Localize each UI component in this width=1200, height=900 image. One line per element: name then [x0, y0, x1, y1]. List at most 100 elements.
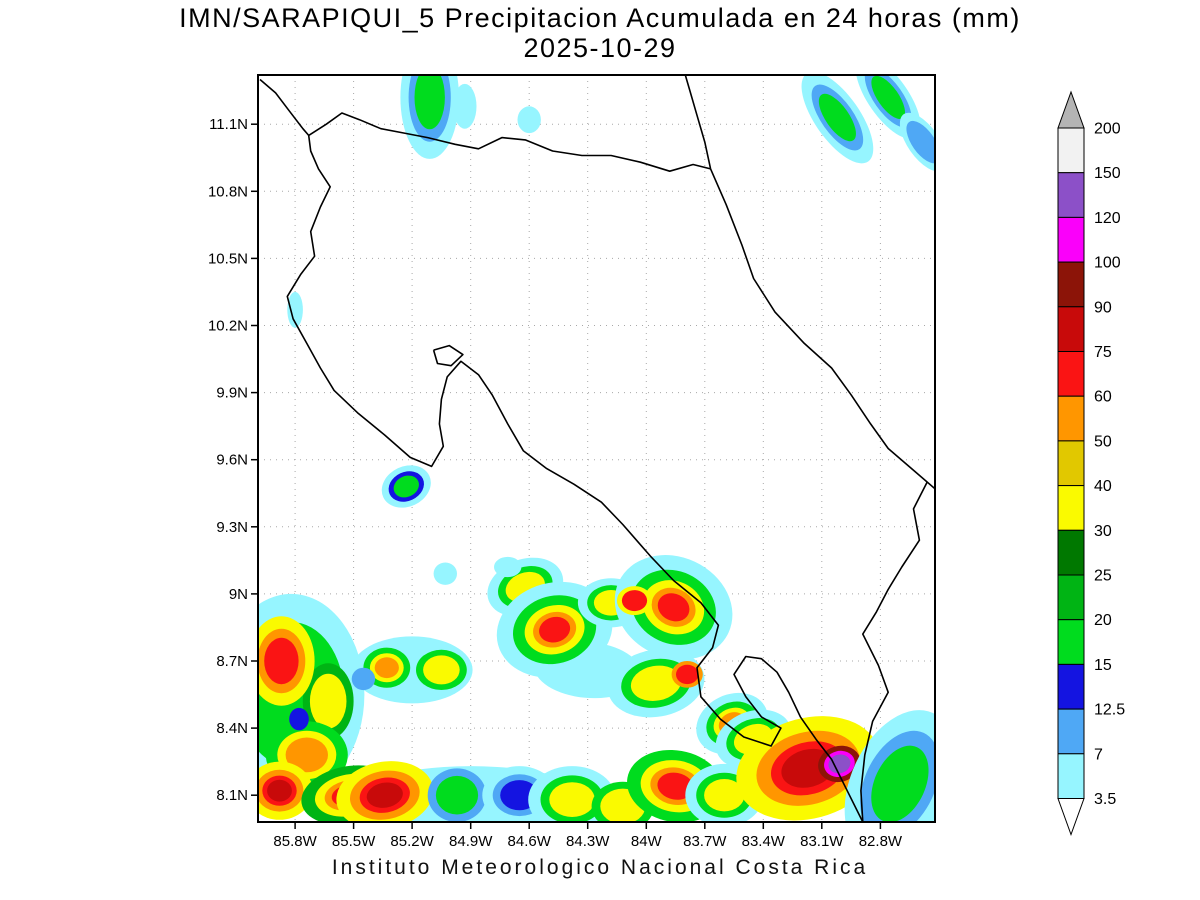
colorbar-label: 12.5 — [1094, 702, 1125, 719]
precip-cell — [414, 75, 445, 130]
coastline-segment — [286, 135, 864, 822]
coastline-segment — [684, 75, 712, 170]
y-tick-label: 8.7N — [216, 653, 248, 670]
colorbar-box — [1057, 753, 1085, 799]
colorbar-box — [1057, 619, 1085, 665]
y-tick-label: 9.6N — [216, 452, 248, 469]
colorbar-box — [1057, 529, 1085, 576]
precip-cell — [267, 779, 292, 802]
precip-cell — [657, 772, 694, 800]
y-tick-label: 10.8N — [208, 183, 248, 200]
x-tick-label: 84.6W — [508, 833, 552, 850]
colorbar-box — [1057, 172, 1085, 218]
colorbar-label: 90 — [1094, 299, 1112, 316]
colorbar-box — [1057, 395, 1085, 442]
colorbar-box — [1057, 261, 1085, 308]
precip-cell — [393, 475, 419, 498]
colorbar-label: 15 — [1094, 657, 1112, 674]
colorbar-box — [1057, 127, 1085, 174]
x-tick-label: 85.2W — [390, 833, 434, 850]
plot-frame — [257, 74, 936, 823]
precip-cell — [828, 754, 851, 774]
precip-cell — [871, 75, 906, 119]
colorbar-label: 75 — [1094, 344, 1112, 361]
axis-labels: 85.8W 85.5W 85.2W 84.9W 84.6W 84.3W 84W 83.7W 83… — [208, 116, 903, 850]
chart-date: 2025-10-29 — [523, 33, 677, 63]
precip-cell — [309, 673, 347, 729]
colorbar-box — [1057, 216, 1085, 263]
y-tick-label: 9.9N — [216, 385, 248, 402]
y-tick-label: 10.5N — [208, 250, 248, 267]
precip-cell — [423, 655, 460, 685]
precip-cell — [453, 83, 477, 129]
precip-cell — [494, 556, 522, 578]
coastline — [259, 75, 935, 822]
colorbar-labels: 200 150 120 100 90 75 60 50 40 30 25 20 15 12.5 7 3.5 — [1094, 121, 1125, 809]
colorbar-label: 3.5 — [1094, 791, 1116, 808]
coastline-segment — [860, 481, 928, 822]
precip-cell — [549, 782, 595, 817]
colorbar-label: 150 — [1094, 165, 1121, 182]
precip-cell — [818, 93, 856, 142]
colorbar-label: 120 — [1094, 210, 1121, 227]
y-tick-label: 8.1N — [216, 787, 248, 804]
colorbar-box — [1057, 485, 1085, 531]
precip-cell — [906, 120, 935, 164]
y-tick-label: 11.1N — [209, 116, 248, 133]
precip-cell — [374, 657, 399, 679]
chart-title: IMN/SARAPIQUI_5 Precipitacion Acumulada … — [179, 3, 1021, 33]
chart-footer: Instituto Meteorologico Nacional Costa R… — [331, 856, 869, 879]
x-tick-label: 84W — [631, 833, 663, 850]
colorbar-label: 20 — [1094, 612, 1112, 629]
colorbar-label: 100 — [1094, 255, 1121, 272]
colorbar-box — [1057, 574, 1085, 621]
colorbar-above-arrow — [1057, 90, 1085, 129]
precip-cell — [621, 590, 648, 612]
x-tick-label: 85.8W — [273, 833, 317, 850]
precip-cell — [289, 707, 309, 731]
precip-cell — [435, 775, 479, 815]
precip-cell — [351, 667, 376, 691]
precip-cell — [366, 782, 403, 808]
x-tick-label: 83.7W — [683, 833, 727, 850]
colorbar: 200 150 120 100 90 75 60 50 40 30 25 20 15 12.5 7 3.5 — [1057, 90, 1125, 836]
coastline-segment — [709, 168, 935, 490]
precip-cell — [517, 106, 541, 134]
precip-cell — [704, 779, 745, 812]
x-tick-label: 83.1W — [800, 833, 844, 850]
colorbar-label: 60 — [1094, 389, 1112, 406]
precip-cell — [285, 737, 328, 773]
y-tick-label: 8.4N — [216, 720, 248, 737]
coastline-segment — [259, 78, 310, 136]
colorbar-box — [1057, 351, 1085, 397]
precip-cell — [539, 616, 571, 643]
colorbar-label: 200 — [1094, 121, 1121, 138]
axis-ticks — [251, 123, 882, 829]
x-tick-label: 84.3W — [566, 833, 610, 850]
colorbar-label: 40 — [1094, 478, 1112, 495]
x-tick-label: 83.4W — [742, 833, 786, 850]
colorbar-label: 30 — [1094, 523, 1112, 540]
precip-cell — [287, 291, 303, 328]
precip-cell — [657, 593, 690, 622]
precip-cell — [264, 637, 299, 685]
precip-cell — [433, 562, 457, 585]
x-tick-label: 85.5W — [332, 833, 376, 850]
colorbar-label: 25 — [1094, 568, 1112, 585]
colorbar-label: 7 — [1094, 746, 1103, 763]
x-tick-label: 84.9W — [449, 833, 493, 850]
colorbar-box — [1057, 708, 1085, 755]
precip-cell — [630, 665, 682, 701]
x-tick-label: 82.8W — [859, 833, 903, 850]
colorbar-box — [1057, 306, 1085, 352]
y-tick-label: 10.2N — [208, 318, 248, 335]
coastline-segment — [308, 112, 711, 172]
y-tick-label: 9N — [229, 586, 248, 603]
coastline-segment — [432, 344, 464, 367]
colorbar-box — [1057, 663, 1085, 710]
precip-cell — [871, 745, 929, 822]
colorbar-box — [1057, 440, 1085, 487]
y-tick-label: 9.3N — [216, 519, 248, 536]
